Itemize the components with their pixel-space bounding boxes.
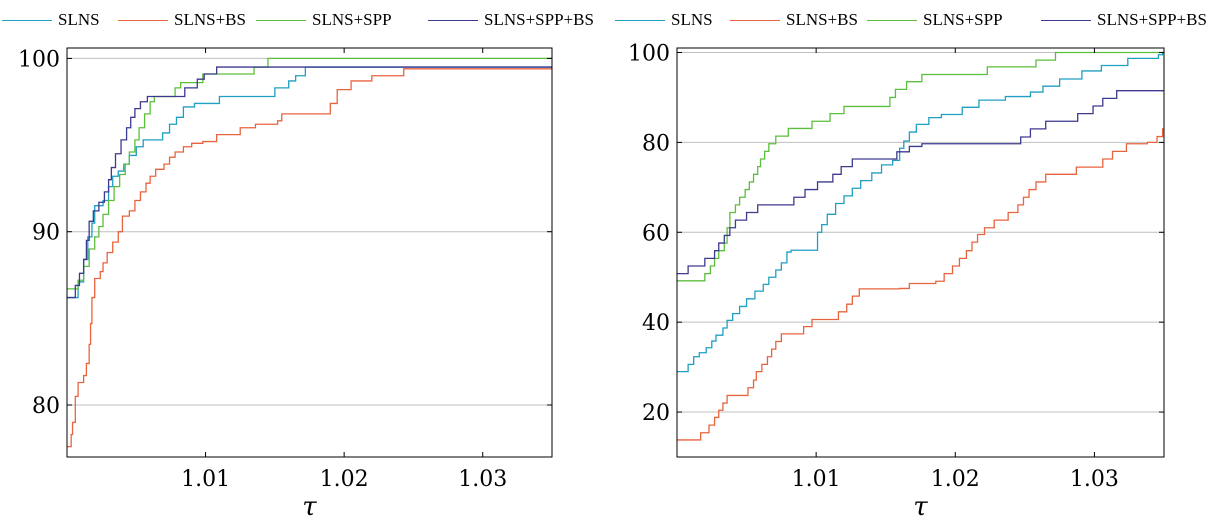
y-tick-label: 80 [32,394,60,419]
legend-label: SLNS+SPP [923,10,1003,29]
plot-frame [676,47,1165,458]
legend: SLNS SLNS+BS SLNS+SPP SLNS+SPP+BS SLNS SLNS+B… [0,0,1226,36]
x-tick-label: 1.02 [931,467,980,492]
x-tick-label: 1.02 [320,467,369,492]
legend-entry: SLNS [615,10,713,30]
legend-label: SLNS [58,10,100,29]
legend-entry: SLNS+SPP+BS [1041,10,1207,30]
series-line [677,128,1164,441]
series-line [67,66,552,299]
plot-frame [66,47,553,458]
legend-swatch [118,19,168,21]
x-tick-label: 1.01 [181,467,230,492]
legend-swatch [615,19,665,21]
legend-swatch [730,19,780,21]
series-line [677,51,1164,282]
y-tick-label: 100 [628,41,670,66]
y-tick-label: 40 [642,311,670,336]
series-line [677,90,1164,275]
legend-swatch [867,19,917,21]
y-tick-label: 100 [18,47,60,72]
y-tick-label: 90 [32,221,60,246]
legend-swatch [428,19,478,21]
series-line [67,68,552,448]
legend-label: SLNS+BS [174,10,246,29]
x-axis-label: τ [302,492,317,522]
legend-entry: SLNS+BS [730,10,858,30]
legend-swatch [2,19,52,21]
legend-label: SLNS+BS [786,10,858,29]
legend-entry: SLNS+SPP [867,10,1003,30]
legend-entry: SLNS+SPP+BS [428,10,594,30]
legend-entry: SLNS+SPP [256,10,392,30]
x-tick-label: 1.03 [458,467,507,492]
x-tick-label: 1.03 [1070,467,1119,492]
x-axis-label: τ [913,492,928,522]
legend-label: SLNS [671,10,713,29]
chart-panel-2: 1.01 1.02 1.03 20 40 60 80 100 τ [628,41,1165,522]
series-line [67,57,552,290]
chart-panel-1: 1.01 1.02 1.03 80 90 100 τ [18,47,553,522]
legend-label: SLNS+SPP+BS [1097,10,1207,29]
series-line [677,51,1164,373]
y-tick-label: 20 [642,401,670,426]
y-tick-label: 80 [642,131,670,156]
legend-label: SLNS+SPP+BS [484,10,594,29]
legend-entry: SLNS [2,10,100,30]
legend-entry: SLNS+BS [118,10,246,30]
legend-swatch [256,19,306,21]
legend-swatch [1041,19,1091,21]
x-tick-label: 1.01 [792,467,841,492]
y-tick-label: 60 [642,221,670,246]
legend-label: SLNS+SPP [312,10,392,29]
series-line [67,66,552,299]
